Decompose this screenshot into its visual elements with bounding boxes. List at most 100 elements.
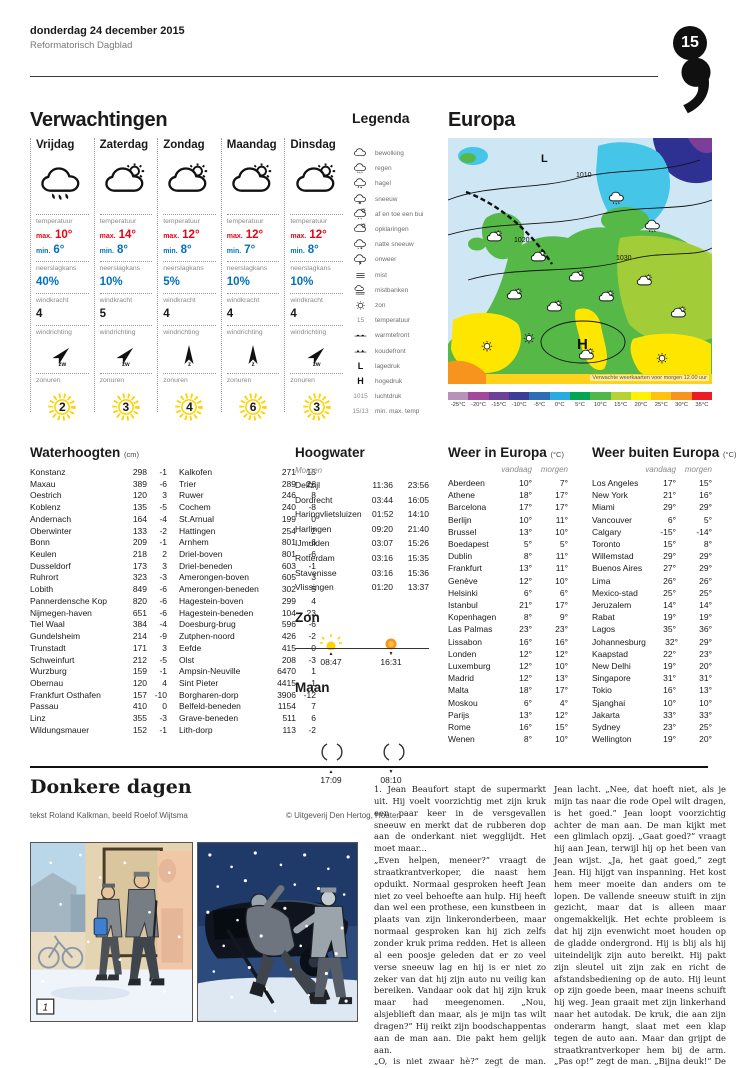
precipitation-label: neerslagkans [226,265,268,272]
table-row: Sint Pieter 4415 1 [179,677,316,688]
table-row: Miami 29° 29° [592,502,712,513]
wind-direction-label: windrichting [226,329,263,336]
table-row: Singapore 31° 31° [592,673,712,684]
table-row: Amerongen-beneden 302 5 [179,584,316,595]
table-row: Pannerdensche Kop 820 -6 [30,595,167,606]
wind-force-value: 4 [36,308,43,320]
table-row: Madrid 12° 13° [448,673,568,684]
scale-label: -20°C [471,402,486,408]
legend-icon [352,299,369,312]
table-row: Genève 12° 10° [448,575,568,586]
weather-icon [100,155,153,212]
svg-text:L: L [541,153,548,165]
table-row: Trunstadt 171 3 [30,642,167,653]
temperature-label: temperatuur [163,218,200,225]
precipitation-chance: 10% [226,276,250,288]
legend-label: min. max. temp [375,408,420,416]
max-temperature: max. 10° [36,229,73,241]
weather-icon [290,155,343,212]
table-row: Delfzijl 11:36 23:56 [295,480,429,490]
table-row: Kaapstad 22° 23° [592,648,712,659]
scale-color-segment [448,392,469,400]
table-row: Stavenisse 03:16 15:36 [295,567,429,578]
table-row: St.Arnual 199 0 [179,513,316,524]
table-row: Doesburg-brug 596 -6 [179,619,316,630]
table-row: Lagos 35° 36° [592,624,712,635]
scale-label: 10°C [593,402,607,408]
scale-color-segment [610,392,631,400]
table-row: Amerongen-boven 605 3 [179,572,316,583]
table-row: Kalkofen 271 15 [179,467,316,477]
max-temperature: max. 14° [99,229,136,241]
temperature-label: temperatuur [290,218,328,225]
table-row: New York 21° 16° [592,490,712,501]
legend-item: af en toe een bui [352,207,440,222]
table-row: Jakarta 33° 33° [592,709,712,720]
table-row: Barcelona 17° 17° [448,502,568,513]
svg-text:1030: 1030 [616,255,632,262]
legend-item: 15 temperatuur [352,313,440,328]
scale-label: -10°C [511,402,527,408]
scale-label: 20°C [634,402,648,408]
scale-color-segment [671,392,692,400]
table-row: Ruhrort 323 -3 [30,572,167,583]
max-temperature: max. 12° [226,229,264,241]
table-row: Lobith 849 -6 [30,584,167,595]
table-row: Koblenz 135 -5 [30,502,167,513]
scale-color-segment [691,392,713,400]
precipitation-label: neerslagkans [36,265,77,272]
table-row: IJmuiden 03:07 15:26 [295,538,429,549]
precipitation-label: neerslagkans [163,265,204,272]
table-row: Andernach 164 -4 [30,513,167,524]
legend-label: natte sneeuw [375,241,414,249]
table-row: Parijs 13° 12° [448,709,568,720]
table-row: Calgary -15° -14° [592,526,712,537]
map-caption: Verwachte weerkaarten voor morgen 12.00 … [590,375,709,381]
hoogwater-table: Delfzijl 11:36 23:56 Dordrecht 03:44 16:05 H… [295,478,429,595]
legend-icon: H [357,375,364,386]
table-row: New Delhi 19° 20° [592,661,712,672]
min-temperature: min. 7° [226,244,256,256]
article-rule [30,766,708,768]
table-row: Dordrecht 03:44 16:05 [295,494,429,505]
scale-label: -25°C [450,402,466,408]
table-row: Las Palmas 23° 23° [448,624,568,635]
table-row: Malta 18° 17° [448,685,568,696]
temperature-label: temperatuur [99,218,137,225]
table-row: Moskou 6° 4° [448,697,568,708]
wind-direction-value: zw [122,361,130,368]
weather-icon [163,155,216,212]
wind-direction-label: windrichting [36,329,72,336]
forecast-day-column: Maandag temperatuur max. 12° min. 7° neers… [220,138,285,421]
article-column-1: 1. Jean Beaufort stapt de supermarkt uit… [374,784,546,1068]
map-section-title: Europa [448,109,516,131]
table-row: Passau 410 0 [30,701,167,712]
wind-direction-label: windrichting [290,329,327,336]
wind-direction-label: windrichting [99,329,136,336]
table-row: Kopenhagen 8° 9° [448,612,568,623]
hoogwater-title: Hoogwater [295,445,365,460]
max-temperature: max. 12° [163,229,200,241]
wind-force-value: 4 [226,308,234,320]
svg-text:1: 1 [43,1003,48,1014]
sunset-time: ▼ 16:31 [380,651,402,667]
table-row: Konstanz 298 -1 [30,467,167,477]
legend-icon [352,208,369,221]
table-row: Harlingen 09:20 21:40 [295,523,429,534]
table-row: Grave-beneden 511 6 [179,713,316,724]
europe-weather-map: 1010 1020 1030 L H V [447,138,713,384]
table-row: Hattingen 254 2 [179,525,316,536]
table-row: Belfeld-beneden 1154 7 [179,701,316,712]
weather-map-graphic: 1010 1020 1030 L H [447,138,713,384]
sun-hours-value: 4 [186,400,193,414]
table-row: Wenen 8° 10° [448,734,568,745]
table-row: Linz 355 -3 [30,713,167,724]
legend-label: mistbanken [375,286,409,294]
waterhoogten-title: Waterhoogten (cm) [30,445,140,460]
legend-item: L lagedruk [352,359,440,374]
min-temperature: min. 8° [290,244,319,256]
table-row: Wildungsmauer 152 -1 [30,724,167,735]
moonrise-time: ▲ 17:09 [320,769,342,785]
scale-label: 15°C [614,402,628,408]
